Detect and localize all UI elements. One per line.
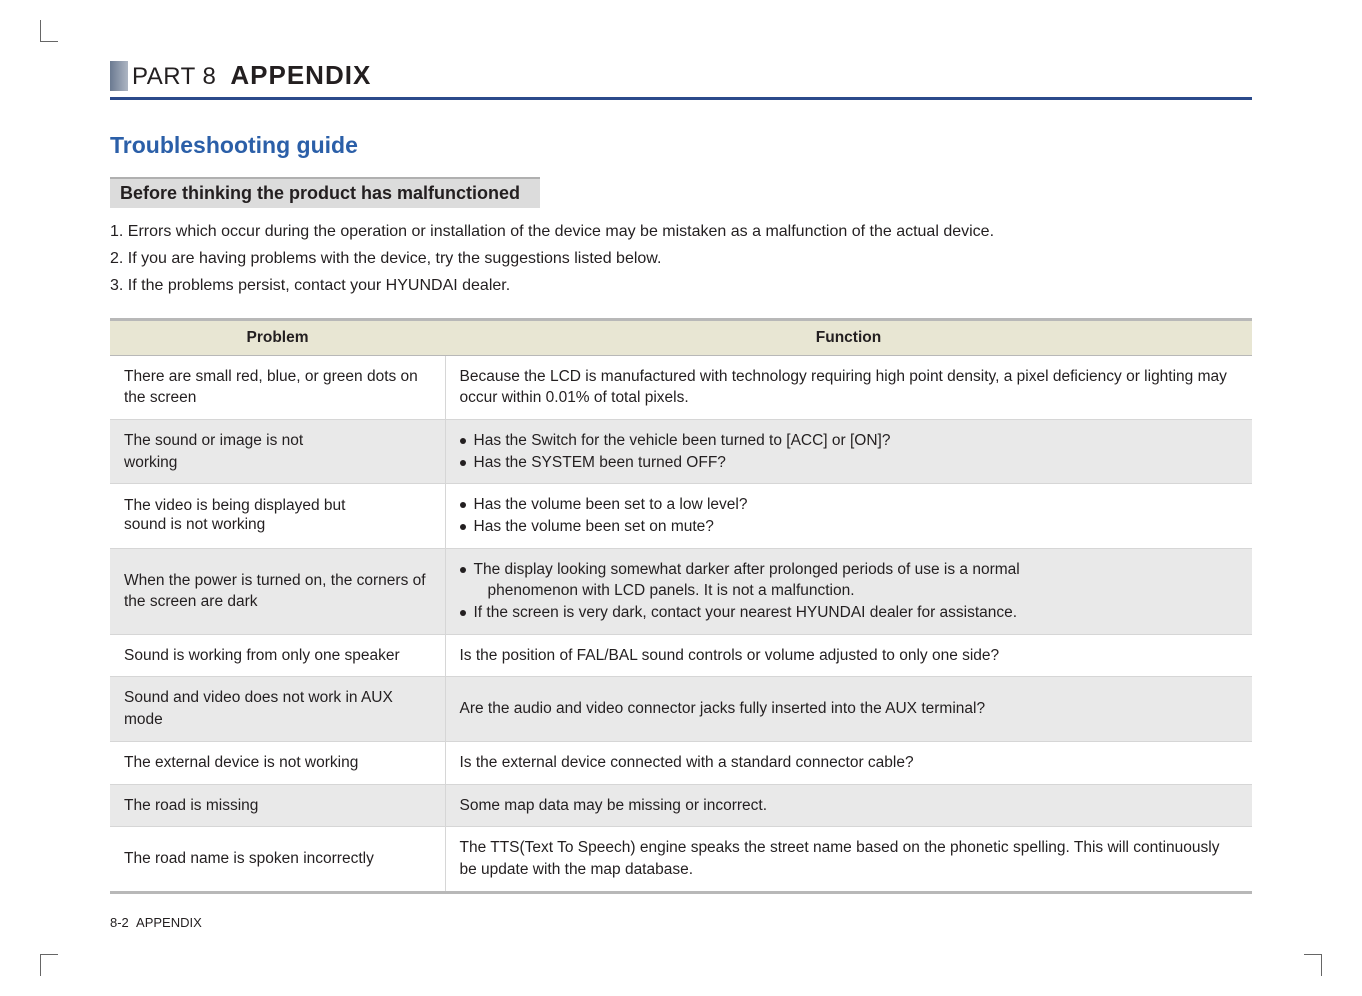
bullet-icon: [460, 502, 466, 508]
table-row: There are small red, blue, or green dots…: [110, 355, 1252, 419]
cell-problem: The road is missing: [110, 784, 445, 827]
cell-problem: Sound is working from only one speaker: [110, 634, 445, 677]
page-footer: 8-2 APPENDIX: [110, 915, 202, 930]
table-row: The external device is not working Is th…: [110, 741, 1252, 784]
list-item: 1. Errors which occur during the operati…: [110, 218, 1252, 245]
crop-mark: [40, 20, 58, 42]
bullet-icon: [460, 610, 466, 616]
part-title: APPENDIX: [230, 60, 371, 91]
section-title: Troubleshooting guide: [110, 132, 1252, 159]
table-row: The sound or image is not working Has th…: [110, 419, 1252, 483]
cell-function: The TTS(Text To Speech) engine speaks th…: [445, 827, 1252, 892]
bullet-line: phenomenon with LCD panels. It is not a …: [474, 582, 855, 599]
header-swatch: [110, 61, 128, 91]
cell-function: Has the Switch for the vehicle been turn…: [445, 419, 1252, 483]
cell-function: Because the LCD is manufactured with tec…: [445, 355, 1252, 419]
bullet-text: If the screen is very dark, contact your…: [474, 602, 1239, 624]
list-item: 2. If you are having problems with the d…: [110, 245, 1252, 272]
page-label: APPENDIX: [136, 915, 202, 930]
cell-problem: There are small red, blue, or green dots…: [110, 355, 445, 419]
table-row: When the power is turned on, the corners…: [110, 548, 1252, 634]
list-item: 3. If the problems persist, contact your…: [110, 272, 1252, 299]
part-header: PART 8 APPENDIX: [110, 60, 1252, 100]
table-row: The road is missing Some map data may be…: [110, 784, 1252, 827]
troubleshooting-table: Problem Function There are small red, bl…: [110, 318, 1252, 894]
crop-mark: [40, 954, 58, 976]
cell-function: The display looking somewhat darker afte…: [445, 548, 1252, 634]
numbered-list: 1. Errors which occur during the operati…: [110, 218, 1252, 300]
problem-line: The sound or image is not: [124, 432, 303, 449]
bullet-text: Has the Switch for the vehicle been turn…: [474, 430, 1239, 452]
problem-line: The video is being displayed but: [124, 497, 345, 514]
problem-line: sound is not working: [124, 516, 265, 533]
cell-problem: Sound and video does not work in AUX mod…: [110, 677, 445, 741]
part-label: PART 8: [132, 63, 216, 91]
cell-function: Some map data may be missing or incorrec…: [445, 784, 1252, 827]
cell-problem: The sound or image is not working: [110, 419, 445, 483]
table-row: Sound is working from only one speaker I…: [110, 634, 1252, 677]
bullet-text: Has the SYSTEM been turned OFF?: [474, 452, 1239, 474]
table-row: Sound and video does not work in AUX mod…: [110, 677, 1252, 741]
bullet-text: The display looking somewhat darker afte…: [474, 559, 1239, 602]
column-header-function: Function: [445, 319, 1252, 355]
cell-problem: When the power is turned on, the corners…: [110, 548, 445, 634]
page-content: PART 8 APPENDIX Troubleshooting guide Be…: [110, 60, 1252, 936]
bullet-icon: [460, 438, 466, 444]
cell-problem: The external device is not working: [110, 741, 445, 784]
cell-function: Is the external device connected with a …: [445, 741, 1252, 784]
cell-problem: The video is being displayed but sound i…: [110, 484, 445, 548]
crop-mark: [1304, 954, 1322, 976]
cell-problem: The road name is spoken incorrectly: [110, 827, 445, 892]
page-number: 8-2: [110, 915, 129, 930]
table-row: The video is being displayed but sound i…: [110, 484, 1252, 548]
problem-line: working: [124, 454, 177, 471]
subsection-title: Before thinking the product has malfunct…: [120, 183, 520, 203]
cell-function: Are the audio and video connector jacks …: [445, 677, 1252, 741]
bullet-icon: [460, 567, 466, 573]
bullet-text: Has the volume been set to a low level?: [474, 494, 1239, 516]
bullet-line: The display looking somewhat darker afte…: [474, 561, 1020, 578]
cell-function: Has the volume been set to a low level? …: [445, 484, 1252, 548]
cell-function: Is the position of FAL/BAL sound control…: [445, 634, 1252, 677]
bullet-text: Has the volume been set on mute?: [474, 516, 1239, 538]
table-row: The road name is spoken incorrectly The …: [110, 827, 1252, 892]
bullet-icon: [460, 460, 466, 466]
subsection-bar: Before thinking the product has malfunct…: [110, 177, 540, 208]
column-header-problem: Problem: [110, 319, 445, 355]
bullet-icon: [460, 524, 466, 530]
